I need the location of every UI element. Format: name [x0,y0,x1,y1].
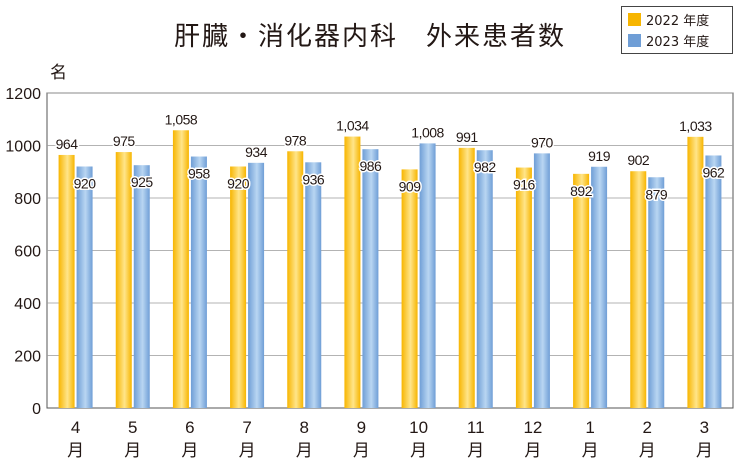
x-tick-label-unit: 月 [524,441,541,461]
bar-2022 [401,169,418,408]
data-label-2023: 919 [588,148,611,164]
x-tick-label-unit: 月 [239,441,256,461]
data-label-2022: 916 [513,177,536,193]
x-tick-label-number: 3 [700,418,709,437]
bar-2022 [515,167,532,408]
x-tick-label-unit: 月 [696,441,713,461]
data-label-2022: 892 [570,183,593,199]
x-tick-label-unit: 月 [582,441,599,461]
data-label-2023: 934 [245,144,268,160]
legend-label-2023: 2023 年度 [646,34,710,50]
x-tick-label-number: 8 [300,418,309,437]
bar-2023 [362,149,379,409]
bar-2023 [76,166,93,408]
legend-swatch-2022 [628,12,641,26]
data-label-2023: 925 [131,174,154,190]
bar-2022 [344,136,361,408]
data-label-2022: 902 [627,152,650,168]
data-label-2023: 920 [74,176,97,192]
x-tick-label-number: 2 [643,418,652,437]
x-tick-label-unit: 月 [639,441,656,461]
bar-2022 [115,152,132,408]
x-tick-label-unit: 月 [410,441,427,461]
legend-label-2022: 2022 年度 [646,13,710,29]
data-label-2023: 879 [645,186,668,202]
data-label-2023: 1,008 [411,124,444,140]
bar-2022 [573,173,590,408]
legend-swatch-2023 [628,33,641,47]
legend-item-2022: 2022 年度 [628,10,710,29]
data-label-2023: 986 [359,158,382,174]
bar-2022 [230,166,247,408]
bar-2022 [172,130,189,408]
y-tick-label: 600 [14,244,41,261]
data-label-2022: 975 [113,133,136,149]
data-label-2023: 962 [702,164,725,180]
data-label-2023: 982 [474,159,497,175]
data-label-2022: 1,034 [336,118,369,134]
bar-2023 [533,153,550,408]
bar-2022 [458,147,475,409]
x-tick-label-number: 12 [523,418,542,437]
bar-2023 [419,143,436,408]
x-tick-label-unit: 月 [296,441,313,461]
bar-2023 [591,166,608,408]
data-label-2022: 909 [399,178,422,194]
y-tick-label: 800 [14,191,41,208]
x-tick-label-unit: 月 [467,441,484,461]
data-label-2023: 958 [188,166,211,182]
bar-2023 [248,162,265,408]
data-label-2022: 978 [284,132,307,148]
y-tick-label: 1200 [5,86,41,103]
bar-2022 [630,171,647,408]
x-tick-label-number: 1 [585,418,594,437]
bar-2023 [476,150,493,408]
x-tick-label-number: 10 [409,418,428,437]
x-tick-label-number: 6 [185,418,194,437]
bar-2023 [133,165,150,408]
bar-2022 [687,136,704,408]
x-tick-label-number: 5 [128,418,137,437]
x-tick-label-number: 11 [467,418,485,437]
bar-2023 [648,177,665,408]
x-tick-label-unit: 月 [353,441,370,461]
x-tick-label-unit: 月 [67,441,84,461]
data-label-2022: 964 [56,136,79,152]
bar-2022 [58,154,75,408]
legend: 2022 年度 2023 年度 [621,6,733,54]
data-label-2022: 920 [227,176,250,192]
chart-title: 肝臓・消化器内科 外来患者数 [173,22,566,52]
y-tick-label: 200 [14,349,41,366]
y-tick-label: 0 [32,401,41,418]
x-tick-label-unit: 月 [124,441,141,461]
x-tick-label-unit: 月 [181,441,198,461]
data-label-2022: 1,058 [165,111,198,127]
y-tick-label: 400 [14,296,41,313]
x-tick-label-number: 9 [357,418,366,437]
data-label-2023: 970 [531,134,554,150]
y-tick-label: 1000 [5,139,41,156]
data-label-2022: 1,033 [679,118,712,134]
bar-2023 [705,155,722,408]
x-tick-label-number: 4 [71,418,80,437]
bar-2023 [190,156,207,408]
x-tick-label-number: 7 [242,418,251,437]
legend-item-2023: 2023 年度 [628,31,710,50]
y-axis-label: 名 [50,63,67,83]
data-label-2022: 991 [456,129,479,145]
bar-2023 [305,162,322,408]
bar-2022 [287,151,304,408]
data-label-2023: 936 [302,171,325,187]
